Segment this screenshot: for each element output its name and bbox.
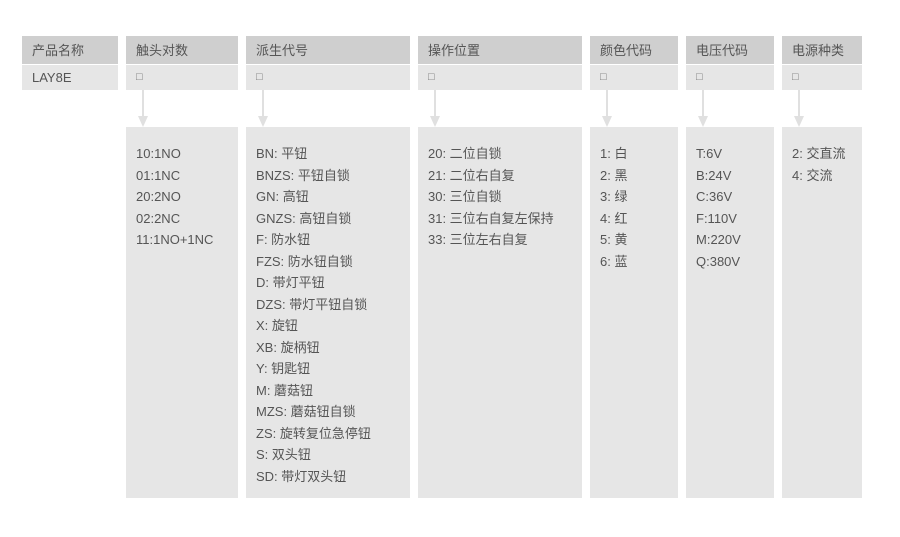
option-item: DZS: 带灯平钮自锁	[256, 296, 368, 312]
options-panel-power-type: 2: 交直流 4: 交流	[782, 127, 862, 498]
down-arrow-icon	[136, 90, 150, 127]
option-item: 4: 交流	[792, 167, 833, 183]
column-voltage-code: 电压代码 □ T:6V B:24V C:36V F:110V M:220V Q:380V	[686, 36, 774, 498]
option-item: 21: 二位右自复	[428, 167, 515, 183]
column-code-derivative-code: □	[246, 65, 410, 90]
column-operating-position: 操作位置 □ 20: 二位自锁 21: 二位右自复 30: 三位自锁 31: 三位右自复左…	[418, 36, 582, 498]
placeholder-square-icon: □	[792, 71, 799, 83]
option-item: 31: 三位右自复左保持	[428, 210, 554, 226]
column-code-contact-pairs: □	[126, 65, 238, 90]
option-item: 20: 二位自锁	[428, 146, 502, 161]
model-designation-table: 产品名称 LAY8E 触头对数 □ 10:1NO 01:1NC 20:2NO 02:2NC 11…	[22, 36, 862, 498]
column-header-label: 操作位置	[428, 42, 481, 58]
column-header-power-type: 电源种类	[782, 36, 862, 64]
option-item: 30: 三位自锁	[428, 189, 502, 204]
down-arrow-icon	[696, 90, 710, 127]
option-item: GNZS: 高钮自锁	[256, 210, 352, 226]
option-item: C:36V	[696, 189, 733, 204]
option-item: 2: 黑	[600, 167, 628, 183]
column-header-contact-pairs: 触头对数	[126, 36, 238, 64]
column-product-name: 产品名称 LAY8E	[22, 36, 118, 498]
column-code-voltage-code: □	[686, 65, 774, 90]
option-item: FZS: 防水钮自锁	[256, 253, 353, 269]
column-contact-pairs: 触头对数 □ 10:1NO 01:1NC 20:2NO 02:2NC 11:1NO+1NC	[126, 36, 238, 498]
down-arrow-icon	[256, 90, 270, 127]
option-item: 3: 绿	[600, 189, 628, 204]
option-item: M: 蘑菇钮	[256, 382, 314, 398]
options-panel-color-code: 1: 白 2: 黑 3: 绿 4: 红 5: 黄 6: 蓝	[590, 127, 678, 498]
option-item: BN: 平钮	[256, 146, 308, 161]
options-panel-derivative-code: BN: 平钮 BNZS: 平钮自锁 GN: 高钮 GNZS: 高钮自锁 F: 防水钮 FZ…	[246, 127, 410, 498]
option-item: GN: 高钮	[256, 189, 309, 204]
option-item: 02:2NC	[136, 210, 181, 226]
option-item: 20:2NO	[136, 189, 181, 204]
option-item: Q:380V	[696, 253, 741, 269]
column-color-code: 颜色代码 □ 1: 白 2: 黑 3: 绿 4: 红 5: 黄 6: 蓝	[590, 36, 678, 498]
option-item: Y: 钥匙钮	[256, 361, 311, 376]
column-header-voltage-code: 电压代码	[686, 36, 774, 64]
options-panel-voltage-code: T:6V B:24V C:36V F:110V M:220V Q:380V	[686, 127, 774, 498]
column-code-operating-position: □	[418, 65, 582, 90]
down-arrow-icon	[792, 90, 806, 127]
column-code-product-name: LAY8E	[22, 65, 118, 90]
placeholder-square-icon: □	[136, 71, 143, 83]
column-header-color-code: 颜色代码	[590, 36, 678, 64]
column-power-type: 电源种类 □ 2: 交直流 4: 交流	[782, 36, 862, 498]
option-item: ZS: 旋转复位急停钮	[256, 425, 371, 441]
placeholder-square-icon: □	[256, 71, 263, 83]
column-header-product-name: 产品名称	[22, 36, 118, 64]
column-code-value: LAY8E	[32, 70, 72, 85]
option-item: 33: 三位左右自复	[428, 232, 528, 247]
down-arrow-icon	[428, 90, 442, 127]
option-item: 4: 红	[600, 210, 628, 226]
column-code-color-code: □	[590, 65, 678, 90]
column-header-label: 产品名称	[32, 42, 85, 58]
option-item: BNZS: 平钮自锁	[256, 167, 350, 183]
option-item: T:6V	[696, 146, 723, 161]
option-item: F: 防水钮	[256, 232, 311, 247]
option-item: 01:1NC	[136, 167, 181, 183]
option-item: MZS: 蘑菇钮自锁	[256, 404, 356, 419]
column-header-label: 电源种类	[792, 42, 845, 58]
option-item: 6: 蓝	[600, 253, 628, 269]
option-item: 2: 交直流	[792, 146, 846, 161]
column-derivative-code: 派生代号 □ BN: 平钮 BNZS: 平钮自锁 GN: 高钮 GNZS: 高钮自锁 F: …	[246, 36, 410, 498]
down-arrow-icon	[600, 90, 614, 127]
options-panel-operating-position: 20: 二位自锁 21: 二位右自复 30: 三位自锁 31: 三位右自复左保持 33:…	[418, 127, 582, 498]
placeholder-square-icon: □	[428, 71, 435, 83]
option-item: 10:1NO	[136, 146, 181, 161]
option-item: B:24V	[696, 167, 732, 183]
column-header-label: 电压代码	[696, 42, 749, 58]
option-item: M:220V	[696, 232, 741, 247]
option-item: D: 带灯平钮	[256, 275, 325, 290]
option-item: 5: 黄	[600, 232, 628, 247]
option-item: S: 双头钮	[256, 447, 311, 462]
column-header-label: 触头对数	[136, 42, 189, 58]
placeholder-square-icon: □	[600, 71, 607, 83]
placeholder-square-icon: □	[696, 71, 703, 83]
column-code-power-type: □	[782, 65, 862, 90]
option-item: XB: 旋柄钮	[256, 339, 320, 355]
options-panel-contact-pairs: 10:1NO 01:1NC 20:2NO 02:2NC 11:1NO+1NC	[126, 127, 238, 498]
column-header-operating-position: 操作位置	[418, 36, 582, 64]
option-item: 1: 白	[600, 146, 628, 161]
column-header-label: 派生代号	[256, 42, 309, 58]
option-item: X: 旋钮	[256, 318, 298, 333]
column-header-label: 颜色代码	[600, 42, 653, 58]
option-item: F:110V	[696, 210, 737, 226]
option-item: 11:1NO+1NC	[136, 232, 214, 247]
option-item: SD: 带灯双头钮	[256, 468, 347, 484]
column-header-derivative-code: 派生代号	[246, 36, 410, 64]
